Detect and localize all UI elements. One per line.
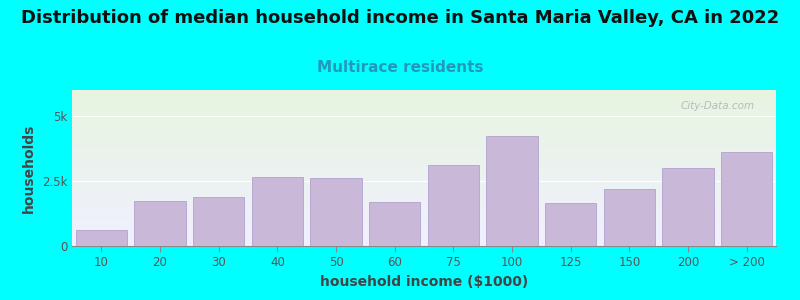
Bar — [193, 196, 245, 246]
Y-axis label: households: households — [22, 123, 36, 213]
Bar — [369, 202, 421, 246]
Bar — [545, 203, 597, 246]
Bar — [486, 136, 538, 246]
Text: Distribution of median household income in Santa Maria Valley, CA in 2022: Distribution of median household income … — [21, 9, 779, 27]
X-axis label: household income ($1000): household income ($1000) — [320, 275, 528, 289]
Bar — [251, 177, 303, 246]
Bar — [310, 178, 362, 246]
Text: City-Data.com: City-Data.com — [681, 101, 755, 111]
Bar — [134, 200, 186, 246]
Bar — [662, 168, 714, 246]
Text: Multirace residents: Multirace residents — [317, 60, 483, 75]
Bar — [721, 152, 773, 246]
Bar — [427, 165, 479, 246]
Bar — [603, 189, 655, 246]
Bar — [75, 230, 127, 246]
